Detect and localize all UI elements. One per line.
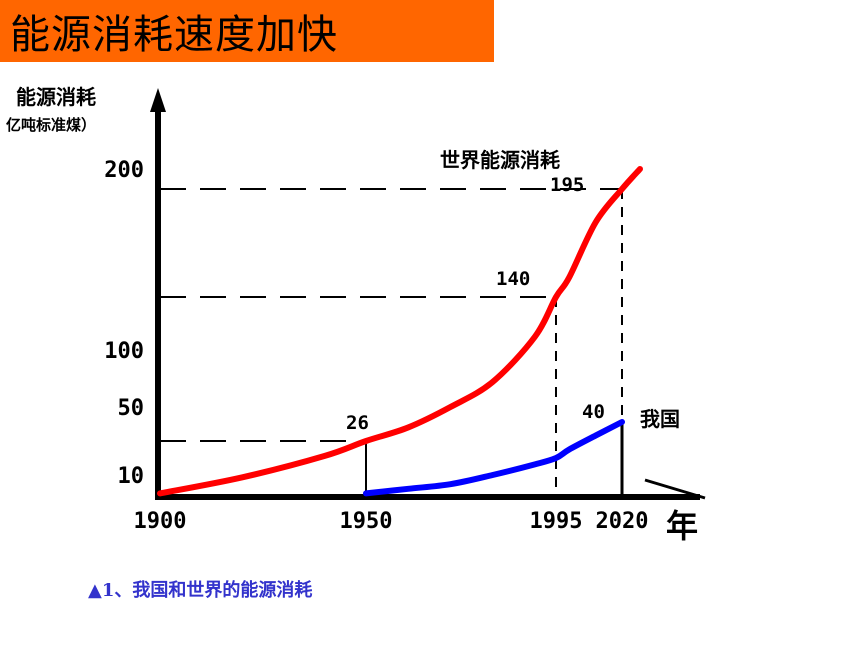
y-axis-label: 能源消耗 (16, 85, 96, 109)
x-ticks: 1900 1950 1995 2020 (134, 509, 649, 534)
x-tick-label: 1950 (340, 509, 393, 534)
series-label-china: 我国 (640, 407, 680, 431)
data-labels: 26 140 195 40 (346, 174, 605, 434)
x-tick-label: 1900 (134, 509, 187, 534)
page-title: 能源消耗速度加快 (10, 12, 338, 58)
y-axis-unit: 亿吨标准煤） (6, 116, 96, 134)
title-banner: 能源消耗速度加快 (0, 0, 494, 62)
series-line-china (363, 419, 625, 497)
y-tick-label: 50 (118, 396, 145, 421)
y-ticks: 10 50 100 200 (104, 158, 144, 489)
y-tick-label: 100 (104, 339, 144, 364)
data-label: 26 (346, 412, 369, 434)
data-label: 40 (582, 401, 605, 423)
x-axis-label: 年 (666, 507, 698, 545)
data-label: 195 (550, 174, 584, 196)
data-label: 140 (496, 268, 530, 290)
series-lines (157, 166, 643, 497)
y-tick-label: 200 (104, 158, 144, 183)
x-axis-arrow (644, 478, 706, 500)
energy-consumption-chart: 能源消耗 亿吨标准煤） 年 10 50 100 200 1900 1950 1995 202… (6, 85, 706, 545)
series-line-world (157, 166, 643, 497)
axes (150, 88, 706, 500)
x-tick-label: 2020 (596, 509, 649, 534)
figure-caption: ▲1、我国和世界的能源消耗 (88, 580, 313, 601)
series-label-world: 世界能源消耗 (440, 148, 560, 172)
y-tick-label: 10 (118, 464, 145, 489)
guide-lines (160, 188, 624, 496)
y-axis-arrow (150, 88, 166, 112)
x-tick-label: 1995 (530, 509, 583, 534)
